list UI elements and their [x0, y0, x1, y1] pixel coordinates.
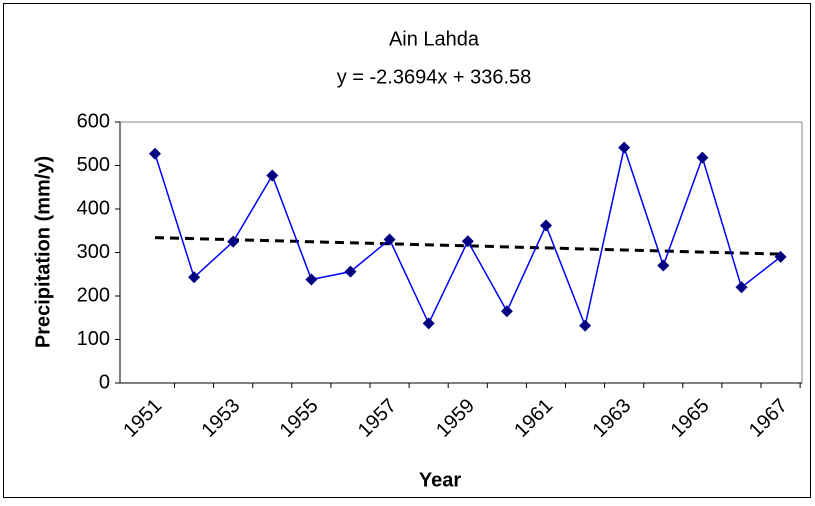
data-point [500, 305, 513, 318]
data-point [618, 141, 631, 154]
y-tick-label: 300 [77, 241, 110, 263]
chart-title: Ain Lahda [389, 28, 480, 50]
data-point [579, 319, 592, 332]
y-axis-title: Precipitation (mm/y) [32, 156, 54, 348]
data-point [657, 259, 670, 272]
y-tick-label: 500 [77, 154, 110, 176]
trendline-equation: y = -2.3694x + 336.58 [337, 66, 532, 88]
data-point [266, 169, 279, 182]
data-point [305, 273, 318, 286]
data-point [422, 317, 435, 330]
y-tick-label: 200 [77, 284, 110, 306]
y-tick-label: 400 [77, 197, 110, 219]
data-point [344, 265, 357, 278]
y-tick-label: 100 [77, 328, 110, 350]
data-point [735, 281, 748, 294]
data-point [383, 233, 396, 246]
data-point [188, 271, 201, 284]
data-point [461, 235, 474, 248]
x-axis-title: Year [419, 469, 461, 491]
data-point [774, 250, 787, 263]
y-tick-label: 600 [77, 110, 110, 132]
data-point [227, 235, 240, 248]
data-point [696, 151, 709, 164]
data-point [540, 219, 552, 232]
y-tick-label: 0 [99, 371, 110, 393]
data-point [149, 147, 161, 160]
